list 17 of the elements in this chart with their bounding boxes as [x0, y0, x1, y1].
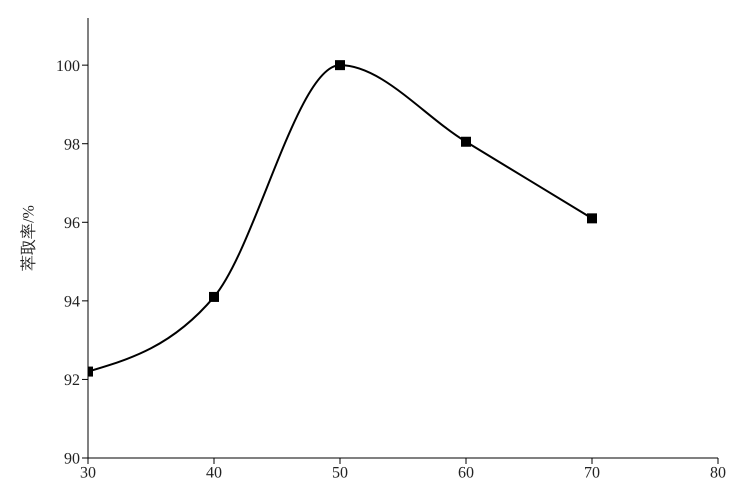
point: [587, 213, 597, 224]
x-tick-label: 40: [206, 464, 222, 482]
y-tick-label: 96: [64, 214, 80, 232]
point: [461, 136, 471, 147]
y-tick-label: 100: [56, 58, 80, 75]
x-tick-label: 30: [80, 464, 96, 482]
y-tick-label: 92: [64, 372, 80, 390]
x-tick-label: 50: [332, 464, 348, 482]
y-axis-title: 萃取率/%: [20, 205, 38, 271]
y-tick-label: 98: [64, 136, 80, 154]
x-tick-label: 70: [584, 464, 600, 482]
x-tick-label: 60: [458, 464, 474, 482]
y-tick-label: 94: [64, 294, 80, 311]
y-tick-label: 90: [64, 450, 80, 468]
point: [209, 292, 219, 302]
x-tick-label: 80: [710, 464, 726, 482]
point: [335, 60, 345, 70]
